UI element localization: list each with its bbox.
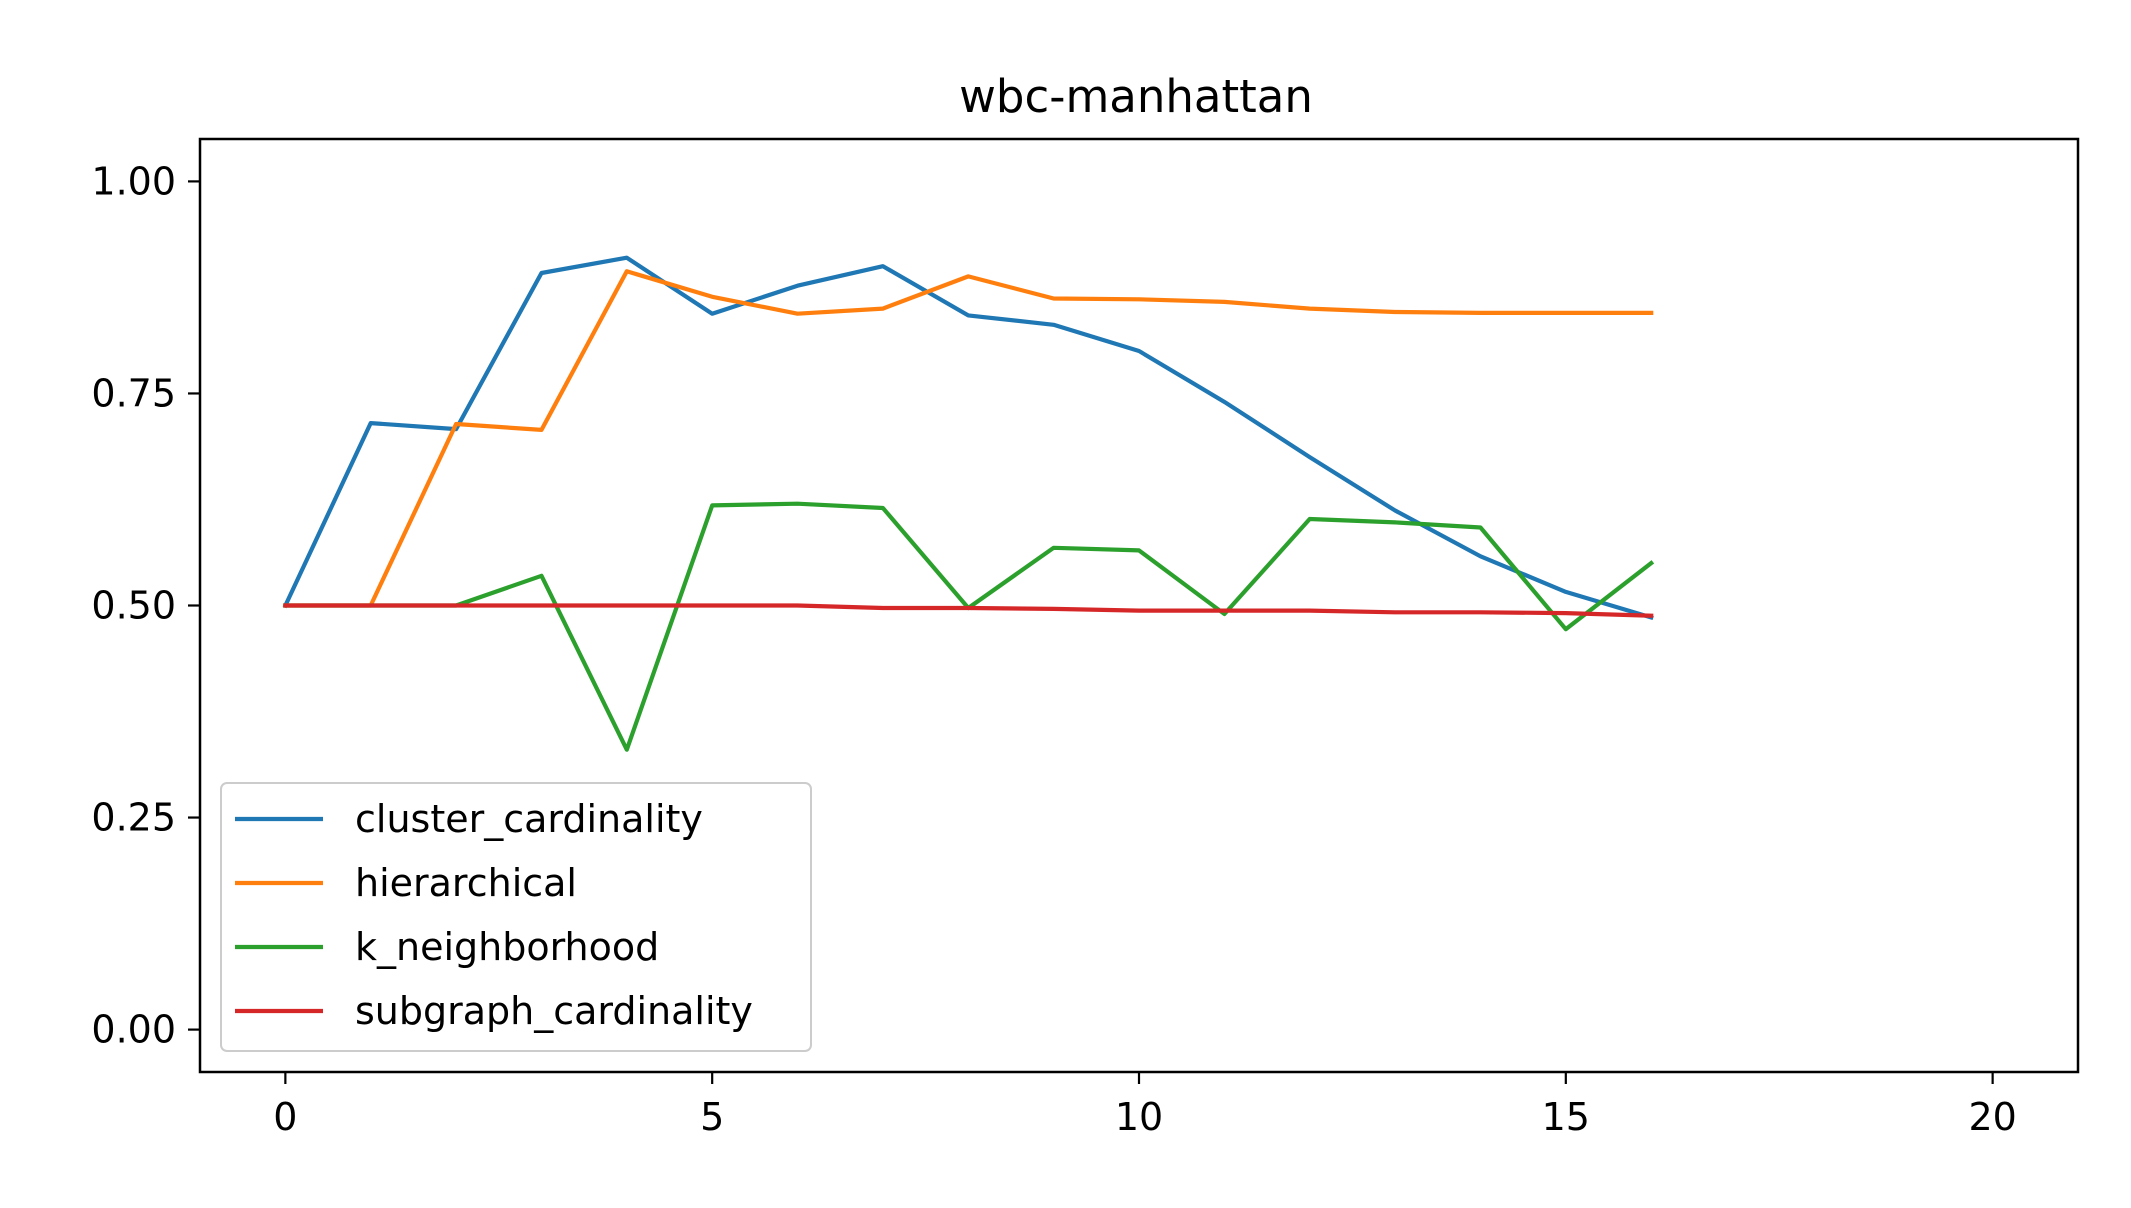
x-tick-label: 5 <box>700 1095 724 1139</box>
y-tick-label: 0.50 <box>91 584 176 628</box>
legend-label: cluster_cardinality <box>355 797 703 841</box>
x-tick-label: 15 <box>1542 1095 1590 1139</box>
y-tick-label: 0.75 <box>91 371 176 415</box>
x-tick-label: 20 <box>1968 1095 2016 1139</box>
y-tick-label: 0.25 <box>91 796 176 840</box>
series-line-subgraph-cardinality <box>283 603 1654 618</box>
x-tick-label: 10 <box>1115 1095 1163 1139</box>
chart-title: wbc-manhattan <box>959 70 1313 123</box>
y-tick-label: 1.00 <box>91 159 176 203</box>
legend-label: hierarchical <box>355 861 577 905</box>
y-tick-label: 0.00 <box>91 1008 176 1052</box>
series-line-hierarchical <box>283 269 1654 608</box>
legend-label: subgraph_cardinality <box>355 989 753 1033</box>
x-tick-label: 0 <box>273 1095 297 1139</box>
legend-box <box>220 782 812 1052</box>
legend-label: k_neighborhood <box>355 925 659 969</box>
plot-area: 0 5 10 15 20 0.00 0.25 0.50 0.75 1.00 cluster_card… <box>91 137 2080 1139</box>
